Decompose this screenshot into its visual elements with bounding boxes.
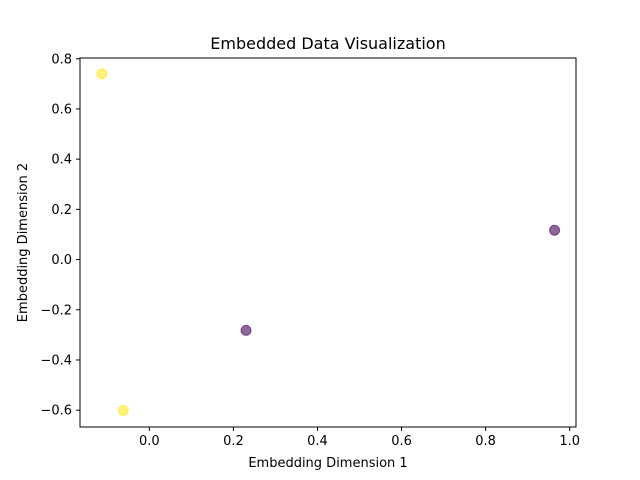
x-axis-label: Embedding Dimension 1 (248, 456, 407, 471)
y-tick-label: −0.4 (40, 353, 72, 368)
x-tick-label: 0.2 (223, 434, 244, 449)
y-tick-label: 0.0 (51, 253, 72, 268)
x-tick-label: 0.4 (307, 434, 328, 449)
scatter-point (117, 404, 129, 416)
x-tick-label: 0.8 (475, 434, 496, 449)
plot-frame (79, 57, 577, 428)
y-tick-label: −0.6 (40, 404, 72, 419)
scatter-point (549, 224, 561, 236)
y-tick-label: 0.4 (51, 153, 72, 168)
y-tick-label: 0.2 (51, 203, 72, 218)
y-tick-label: 0.8 (51, 52, 72, 67)
y-axis-label: Embedding Dimension 2 (16, 163, 31, 322)
y-tick-label: −0.2 (40, 303, 72, 318)
scatter-point (240, 324, 252, 336)
y-tick-label: 0.6 (51, 102, 72, 117)
x-tick-label: 1.0 (559, 434, 580, 449)
x-tick-label: 0.0 (139, 434, 160, 449)
x-tick-label: 0.6 (391, 434, 412, 449)
chart-title: Embedded Data Visualization (210, 34, 445, 53)
scatter-point (96, 68, 108, 80)
